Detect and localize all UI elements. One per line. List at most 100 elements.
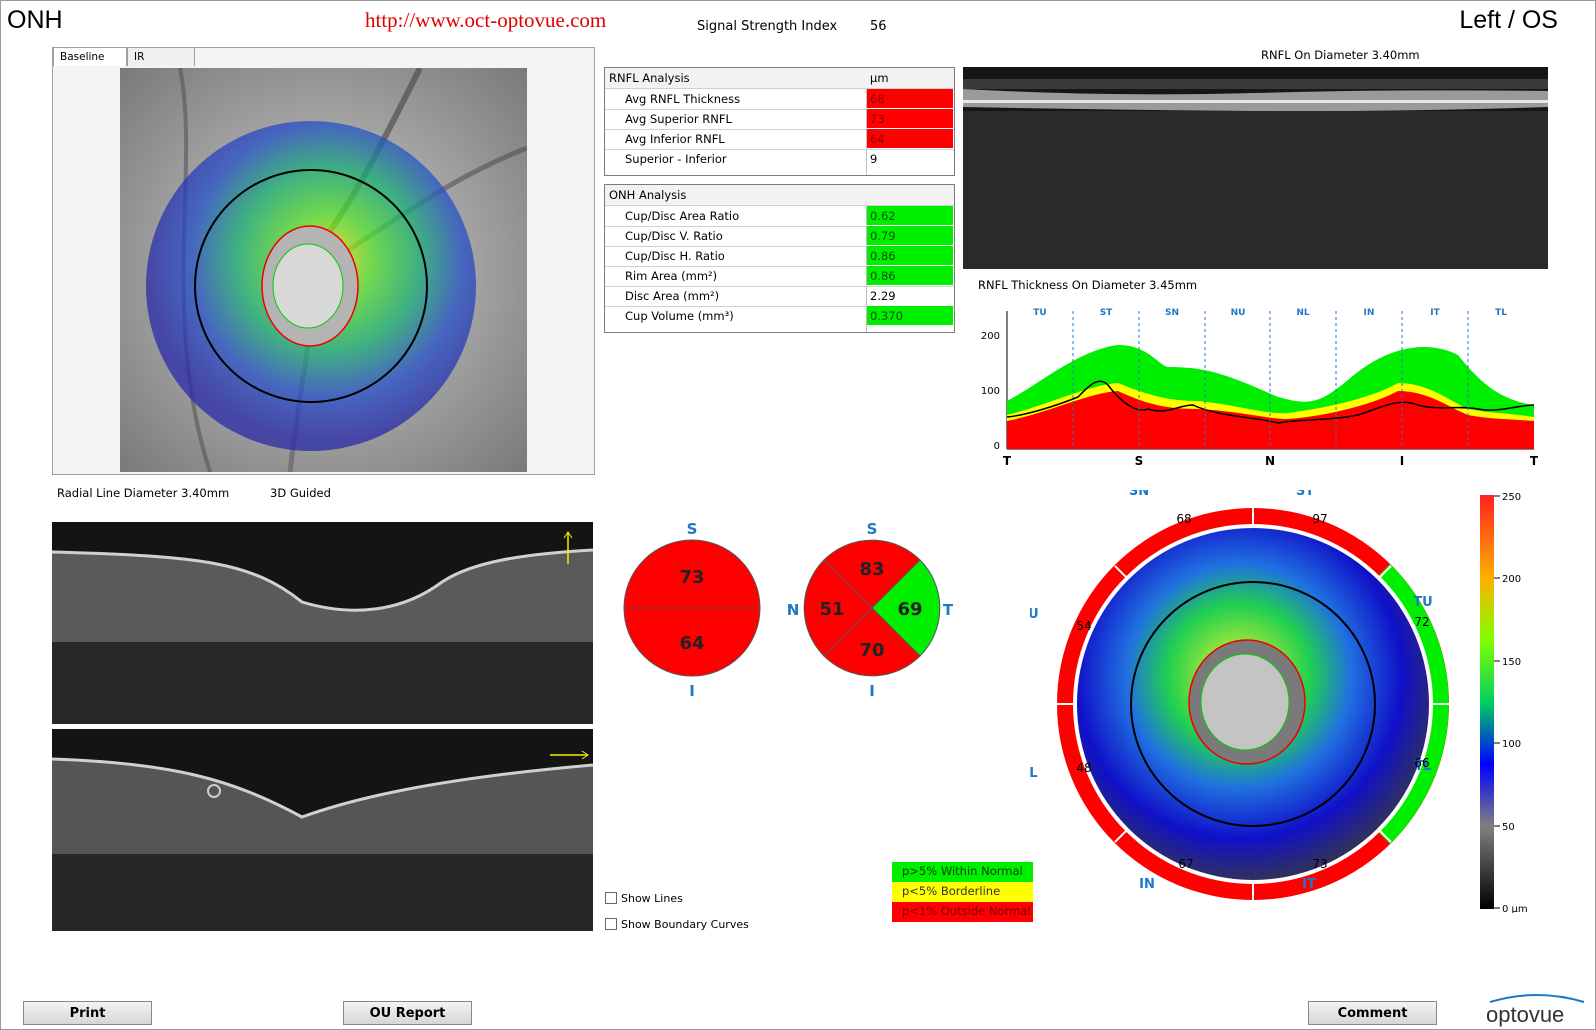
table-row: Cup/Disc H. Ratio 0.86 — [605, 246, 954, 267]
mode-label: 3D Guided — [270, 486, 331, 500]
quad-temporal-value: 69 — [897, 599, 922, 620]
signal-strength-label: Signal Strength Index — [697, 19, 838, 34]
sector-label-sn: SN — [1129, 490, 1149, 499]
quad-nasal-value: 51 — [819, 599, 844, 620]
row-value: 0.79 — [867, 226, 953, 245]
sector-value-sn: 68 — [1176, 512, 1191, 526]
quad-bottom-label: I — [869, 682, 875, 700]
sector-value-tl: 66 — [1414, 756, 1429, 770]
y-tick-label: 200 — [981, 331, 1000, 342]
tsnit-sector-label: TU — [1033, 308, 1046, 318]
row-label: Avg RNFL Thickness — [625, 92, 741, 106]
signal-strength-value: 56 — [870, 19, 887, 34]
table-row: Disc Area (mm²) 2.29 — [605, 286, 954, 307]
table-header: RNFL Analysis µm — [605, 68, 954, 89]
show-boundary-curves-checkbox[interactable] — [605, 918, 617, 930]
header-label: ONH Analysis — [609, 188, 687, 202]
legend-within-normal: p>5% Within Normal — [892, 862, 1033, 882]
quad-inferior-sector — [823, 607, 921, 677]
thickness-sector-map: SN ST TU TL IT IN NL NU 68 97 72 66 73 6… — [1030, 490, 1449, 900]
app-title: ONH — [7, 6, 63, 34]
y-tick-label: 0 — [994, 441, 1000, 452]
row-value: 64 — [867, 129, 953, 148]
hemi-thickness-circle: S 73 64 I — [623, 520, 761, 700]
sector-label-st: ST — [1296, 490, 1314, 499]
ou-report-button[interactable]: OU Report — [343, 1001, 472, 1025]
eye-label: Left / OS — [1459, 6, 1558, 34]
show-boundary-curves-label: Show Boundary Curves — [621, 918, 749, 931]
row-value: 68 — [867, 89, 953, 108]
x-tick-label: S — [1135, 454, 1144, 468]
colorbar-gradient — [1480, 495, 1494, 909]
row-label: Rim Area (mm²) — [625, 269, 718, 283]
header-label: RNFL Analysis — [609, 71, 690, 85]
row-label: Cup/Disc V. Ratio — [625, 229, 723, 243]
sector-value-nu: 54 — [1076, 619, 1091, 633]
row-label: Avg Superior RNFL — [625, 112, 732, 126]
sector-label-in: IN — [1139, 877, 1155, 892]
show-lines-checkbox[interactable] — [605, 892, 617, 904]
radial-bscan-horizontal — [52, 729, 593, 931]
radial-line-label: Radial Line Diameter 3.40mm — [57, 486, 230, 500]
tab-ir[interactable]: IR — [127, 47, 195, 66]
x-tick-label: I — [1400, 454, 1404, 468]
onh-analysis-table: ONH Analysis Cup/Disc Area Ratio 0.62 Cu… — [604, 184, 955, 333]
tsnit-sector-label: ST — [1100, 308, 1113, 318]
rnfl-bscan-image — [963, 67, 1548, 269]
legend-borderline: p<5% Borderline — [892, 882, 1033, 902]
tsnit-sector-label: TL — [1495, 308, 1507, 318]
row-value: 2.29 — [870, 289, 896, 303]
quadrant-thickness-circle: S 83 51 69 70 N T I — [787, 520, 954, 700]
sector-value-in: 67 — [1178, 857, 1193, 871]
tab-baseline[interactable]: Baseline — [53, 47, 127, 66]
quad-nasal-sector — [803, 559, 873, 657]
sector-dividers — [1072, 311, 1469, 449]
sector-value-tu: 72 — [1414, 615, 1429, 629]
colorbar-tick: 50 — [1502, 822, 1515, 833]
thickness-colorbar: 250 200 150 100 50 0 µm — [1480, 493, 1528, 913]
quad-left-label: N — [787, 601, 800, 619]
patient-thickness-line — [1006, 380, 1535, 424]
logo-arc — [1489, 994, 1585, 1003]
sector-label-nu: NU — [1030, 607, 1039, 622]
row-label: Disc Area (mm²) — [625, 289, 720, 303]
legend-outside-normal: p<1% Outside Normal — [892, 902, 1033, 922]
row-value: 9 — [870, 152, 878, 166]
quad-top-label: S — [867, 520, 878, 538]
quad-right-label: T — [943, 601, 954, 619]
row-value: 0.86 — [867, 266, 953, 285]
x-tick-label: N — [1265, 454, 1275, 468]
sector-label-tu: TU — [1413, 595, 1432, 610]
row-value: 0.62 — [867, 206, 953, 225]
table-row: Cup Volume (mm³) 0.370 — [605, 306, 954, 326]
radial-bscan-vertical — [52, 522, 593, 724]
tsnit-chart: TU ST SN NU NL IN IT TL 200 100 0 T S N … — [981, 308, 1539, 468]
show-lines-label: Show Lines — [621, 892, 683, 905]
sector-label-it: IT — [1302, 877, 1316, 892]
scan-circle — [1130, 581, 1376, 827]
table-header: ONH Analysis — [605, 185, 954, 206]
sector-value-st: 97 — [1312, 512, 1327, 526]
quad-superior-value: 83 — [859, 559, 884, 580]
comment-button[interactable]: Comment — [1308, 1001, 1437, 1025]
column-divider — [866, 68, 867, 175]
quad-inferior-value: 70 — [859, 640, 884, 661]
x-tick-label: T — [1530, 454, 1539, 468]
sector-value-it: 73 — [1312, 857, 1327, 871]
tsnit-sector-label: NU — [1231, 308, 1246, 318]
tsnit-sector-label: IT — [1430, 308, 1440, 318]
colorbar-tick: 200 — [1502, 574, 1521, 585]
sector-label-nl: NL — [1030, 766, 1038, 781]
row-label: Avg Inferior RNFL — [625, 132, 725, 146]
row-value: 73 — [867, 109, 953, 128]
hemi-superior-value: 73 — [679, 567, 704, 588]
optic-cup — [1200, 653, 1290, 751]
print-button[interactable]: Print — [23, 1001, 152, 1025]
table-row: Avg RNFL Thickness 68 — [605, 89, 954, 110]
table-row: Rim Area (mm²) 0.86 — [605, 266, 954, 287]
colorbar-tick: 0 µm — [1502, 904, 1528, 913]
quad-superior-sector — [823, 539, 921, 609]
tsnit-title: RNFL Thickness On Diameter 3.45mm — [978, 278, 1198, 292]
x-tick-label: T — [1003, 454, 1012, 468]
table-row: Avg Superior RNFL 73 — [605, 109, 954, 130]
